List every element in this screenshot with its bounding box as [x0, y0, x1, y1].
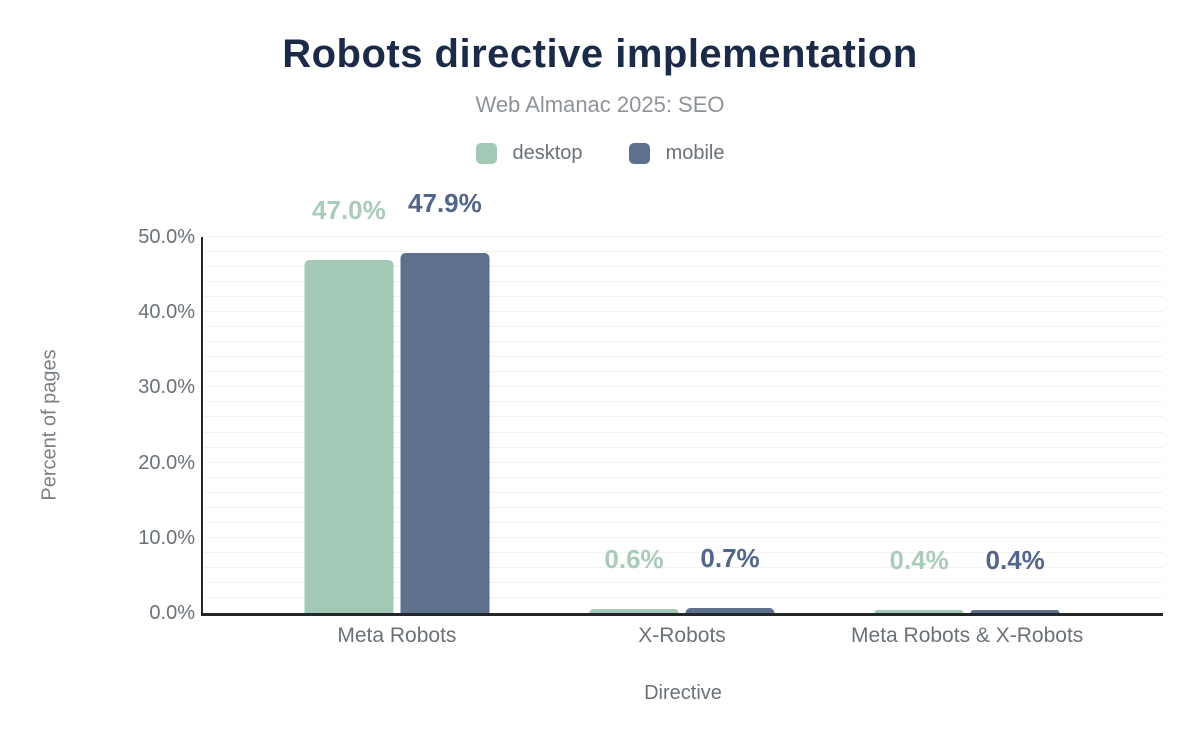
bar-column-mobile-meta-robots: 47.9%: [400, 188, 490, 613]
grid-line: [203, 326, 1163, 328]
bar-value-label-mobile-meta-robots: 47.9%: [408, 187, 482, 218]
bar-group-meta-robots: 47.0% 47.9%: [304, 188, 490, 613]
x-tick-label-meta-robots: Meta Robots: [337, 624, 457, 647]
grid-line: [203, 476, 1163, 478]
bar-value-label-desktop-x-robots: 0.6%: [604, 543, 664, 574]
grid-line: [203, 566, 1163, 568]
grid-line: [203, 341, 1163, 343]
grid-line: [203, 266, 1163, 268]
bar-desktop-x-robots[interactable]: [589, 608, 679, 613]
bar-mobile-meta-robots[interactable]: [400, 252, 490, 613]
grid-line: [203, 596, 1163, 598]
y-tick-label: 10.0%: [138, 526, 195, 549]
x-axis-line: [201, 613, 1163, 616]
y-axis-tick-labels: 0.0% 10.0% 20.0% 30.0% 40.0% 50.0%: [90, 226, 195, 624]
bar-mobile-x-robots[interactable]: [685, 607, 775, 613]
y-tick-label: 20.0%: [138, 451, 195, 474]
x-axis-title: Directive: [644, 682, 722, 704]
bar-column-desktop-meta-robots-x-robots: 0.4%: [874, 237, 964, 613]
grid-line: [203, 386, 1163, 388]
bar-value-label-mobile-x-robots: 0.7%: [700, 542, 760, 573]
bar-value-label-mobile-meta-robots-x-robots: 0.4%: [985, 545, 1045, 575]
chart-title: Robots directive implementation: [282, 32, 918, 76]
bar-column-desktop-meta-robots: 47.0%: [304, 195, 394, 613]
grid-line: [203, 581, 1163, 583]
legend: desktop mobile: [0, 142, 1200, 165]
bar-value-label-desktop-meta-robots-x-robots: 0.4%: [889, 545, 949, 575]
grid-line: [203, 416, 1163, 418]
grid-line: [203, 371, 1163, 373]
y-tick-label: 0.0%: [149, 602, 195, 624]
bar-group-meta-robots-x-robots: 0.4% 0.4%: [874, 237, 1060, 613]
legend-label: desktop: [512, 142, 583, 164]
x-tick-label-x-robots: X-Robots: [638, 624, 726, 647]
grid-line: [203, 236, 1163, 237]
grid-line: [203, 551, 1163, 553]
y-tick-label: 30.0%: [138, 376, 195, 399]
bar-column-desktop-x-robots: 0.6%: [589, 237, 679, 613]
grid-line: [203, 356, 1163, 358]
plot-area: 47.0% 47.9% 0.6% 0.7% 0.4% 0.4%: [203, 188, 1163, 613]
x-tick-label-meta-robots-x-robots: Meta Robots & X-Robots: [851, 624, 1084, 647]
legend-label: mobile: [665, 142, 725, 164]
legend-swatch-desktop: [475, 143, 497, 164]
bar-column-mobile-meta-robots-x-robots: 0.4%: [970, 237, 1060, 613]
grid-line: [203, 506, 1163, 508]
grid-line: [203, 446, 1163, 448]
bar-group-x-robots: 0.6% 0.7%: [589, 237, 775, 613]
y-axis-line: [201, 237, 203, 614]
y-axis-title: Percent of pages: [38, 349, 61, 501]
legend-swatch-mobile: [628, 143, 650, 164]
grid-line: [203, 461, 1163, 463]
grid-line: [203, 491, 1163, 493]
legend-item-desktop[interactable]: desktop: [475, 142, 583, 165]
grid-line: [203, 536, 1163, 538]
bar-desktop-meta-robots-x-robots[interactable]: [874, 610, 964, 613]
grid-line: [203, 311, 1163, 313]
bar-value-label-desktop-meta-robots: 47.0%: [312, 194, 386, 225]
grid-line: [203, 281, 1163, 283]
chart-subtitle: Web Almanac 2025: SEO: [475, 92, 725, 117]
bar-desktop-meta-robots[interactable]: [304, 259, 394, 613]
bar-mobile-meta-robots-x-robots[interactable]: [970, 610, 1060, 613]
y-tick-label: 50.0%: [138, 226, 195, 248]
x-axis-tick-labels: Meta Robots X-Robots Meta Robots & X-Robot…: [203, 624, 1163, 654]
bar-column-mobile-x-robots: 0.7%: [685, 237, 775, 613]
y-tick-label: 40.0%: [138, 301, 195, 324]
grid-line: [203, 251, 1163, 253]
grid-line: [203, 431, 1163, 433]
legend-item-mobile[interactable]: mobile: [628, 142, 725, 165]
grid-line: [203, 296, 1163, 298]
grid-line: [203, 401, 1163, 403]
grid-line: [203, 521, 1163, 523]
